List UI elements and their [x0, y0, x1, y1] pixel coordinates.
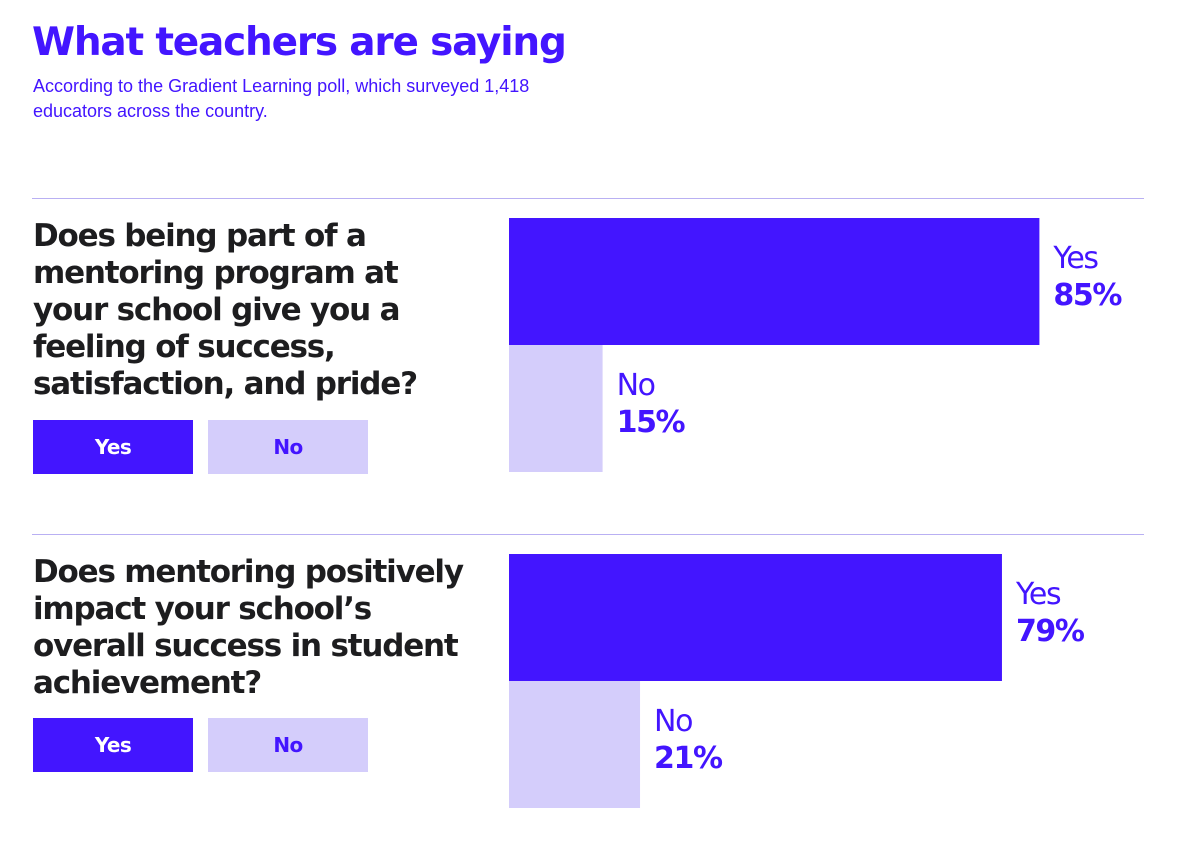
no-button[interactable]: No	[208, 718, 368, 772]
question-section-2: Does mentoring positively impact your sc…	[0, 534, 1200, 854]
yes-button[interactable]: Yes	[33, 420, 193, 474]
bar-category-label-no: No	[617, 368, 655, 403]
question-text: Does mentoring positively impact your sc…	[33, 554, 464, 701]
bar-category-label-yes: Yes	[1015, 577, 1061, 612]
bar-value-label-yes: 85%	[1053, 278, 1122, 313]
bar-yes	[509, 554, 1002, 681]
bar-value-label-yes: 79%	[1016, 614, 1085, 649]
page-subtitle: According to the Gradient Learning poll,…	[33, 76, 530, 121]
bar-value-label-no: 21%	[654, 741, 723, 776]
bar-no	[509, 681, 641, 808]
question-section-1: Does being part of a mentoring program a…	[0, 198, 1200, 518]
bar-category-label-yes: Yes	[1052, 241, 1098, 276]
bar-yes	[509, 218, 1040, 345]
question-text: Does being part of a mentoring program a…	[33, 218, 418, 402]
yes-button[interactable]: Yes	[33, 718, 193, 772]
section-divider	[32, 534, 1144, 535]
bar-no	[509, 345, 603, 472]
page-title: What teachers are saying	[32, 20, 567, 65]
no-button[interactable]: No	[208, 420, 368, 474]
section-divider	[32, 198, 1144, 199]
bar-value-label-no: 15%	[617, 405, 686, 440]
bar-category-label-no: No	[654, 704, 692, 739]
